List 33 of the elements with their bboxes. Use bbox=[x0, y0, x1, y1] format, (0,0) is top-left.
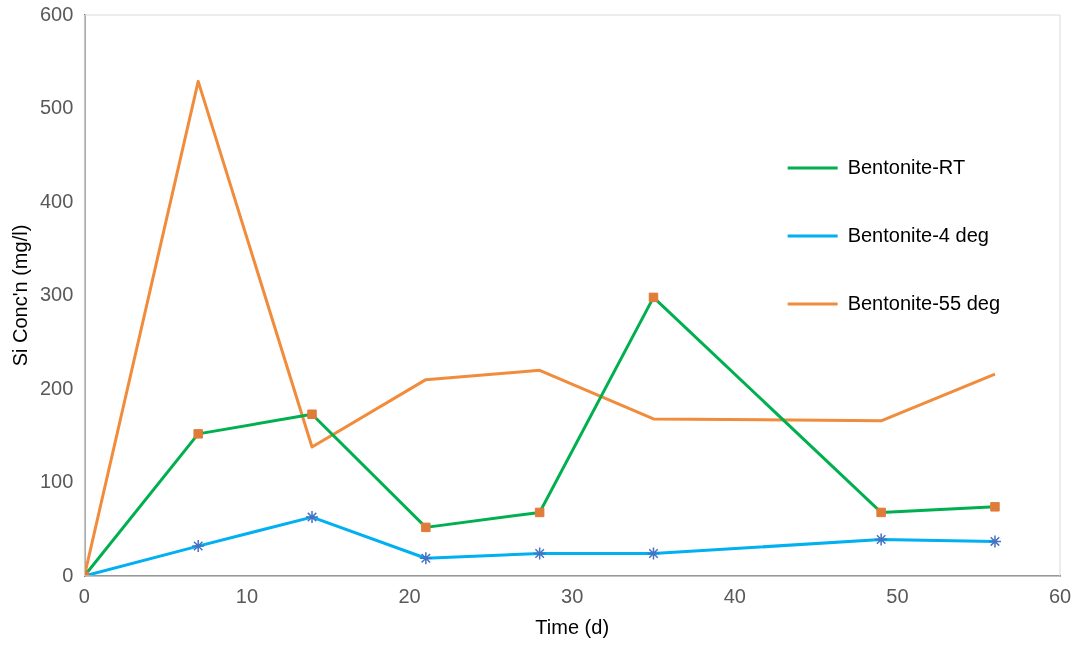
legend-label: Bentonite-4 deg bbox=[847, 223, 989, 246]
y-tick-label: 500 bbox=[39, 96, 74, 119]
point bbox=[988, 534, 1002, 549]
x-tick-label: 60 bbox=[1048, 584, 1072, 607]
point bbox=[990, 502, 1000, 512]
x-tick-label: 0 bbox=[78, 584, 90, 607]
point bbox=[534, 507, 545, 518]
y-tick-label: 300 bbox=[39, 283, 74, 306]
y-tick-label: 600 bbox=[39, 2, 74, 25]
x-axis-title: Time (d) bbox=[535, 615, 610, 638]
point bbox=[646, 546, 661, 561]
point bbox=[876, 507, 886, 518]
x-tick-label: 30 bbox=[561, 584, 584, 607]
point bbox=[419, 551, 433, 565]
y-axis-title: Si Conc'n (mg/l) bbox=[8, 224, 31, 367]
point bbox=[648, 292, 659, 303]
y-tick-label: 0 bbox=[62, 563, 74, 586]
x-tick-label: 10 bbox=[235, 584, 259, 607]
y-tick-label: 100 bbox=[39, 470, 74, 493]
point bbox=[191, 539, 205, 553]
x-tick-label: 40 bbox=[723, 584, 746, 607]
x-tick-label: 20 bbox=[398, 584, 421, 607]
point bbox=[305, 510, 319, 524]
point bbox=[874, 532, 888, 547]
legend-label: Bentonite-55 deg bbox=[847, 291, 1000, 314]
point bbox=[193, 429, 203, 439]
y-tick-label: 200 bbox=[39, 376, 74, 399]
x-tick-label: 50 bbox=[886, 584, 909, 607]
point bbox=[532, 546, 547, 561]
point bbox=[421, 522, 431, 533]
y-tick-label: 400 bbox=[39, 189, 74, 212]
point bbox=[307, 409, 317, 419]
legend-label: Bentonite-RT bbox=[847, 155, 966, 178]
